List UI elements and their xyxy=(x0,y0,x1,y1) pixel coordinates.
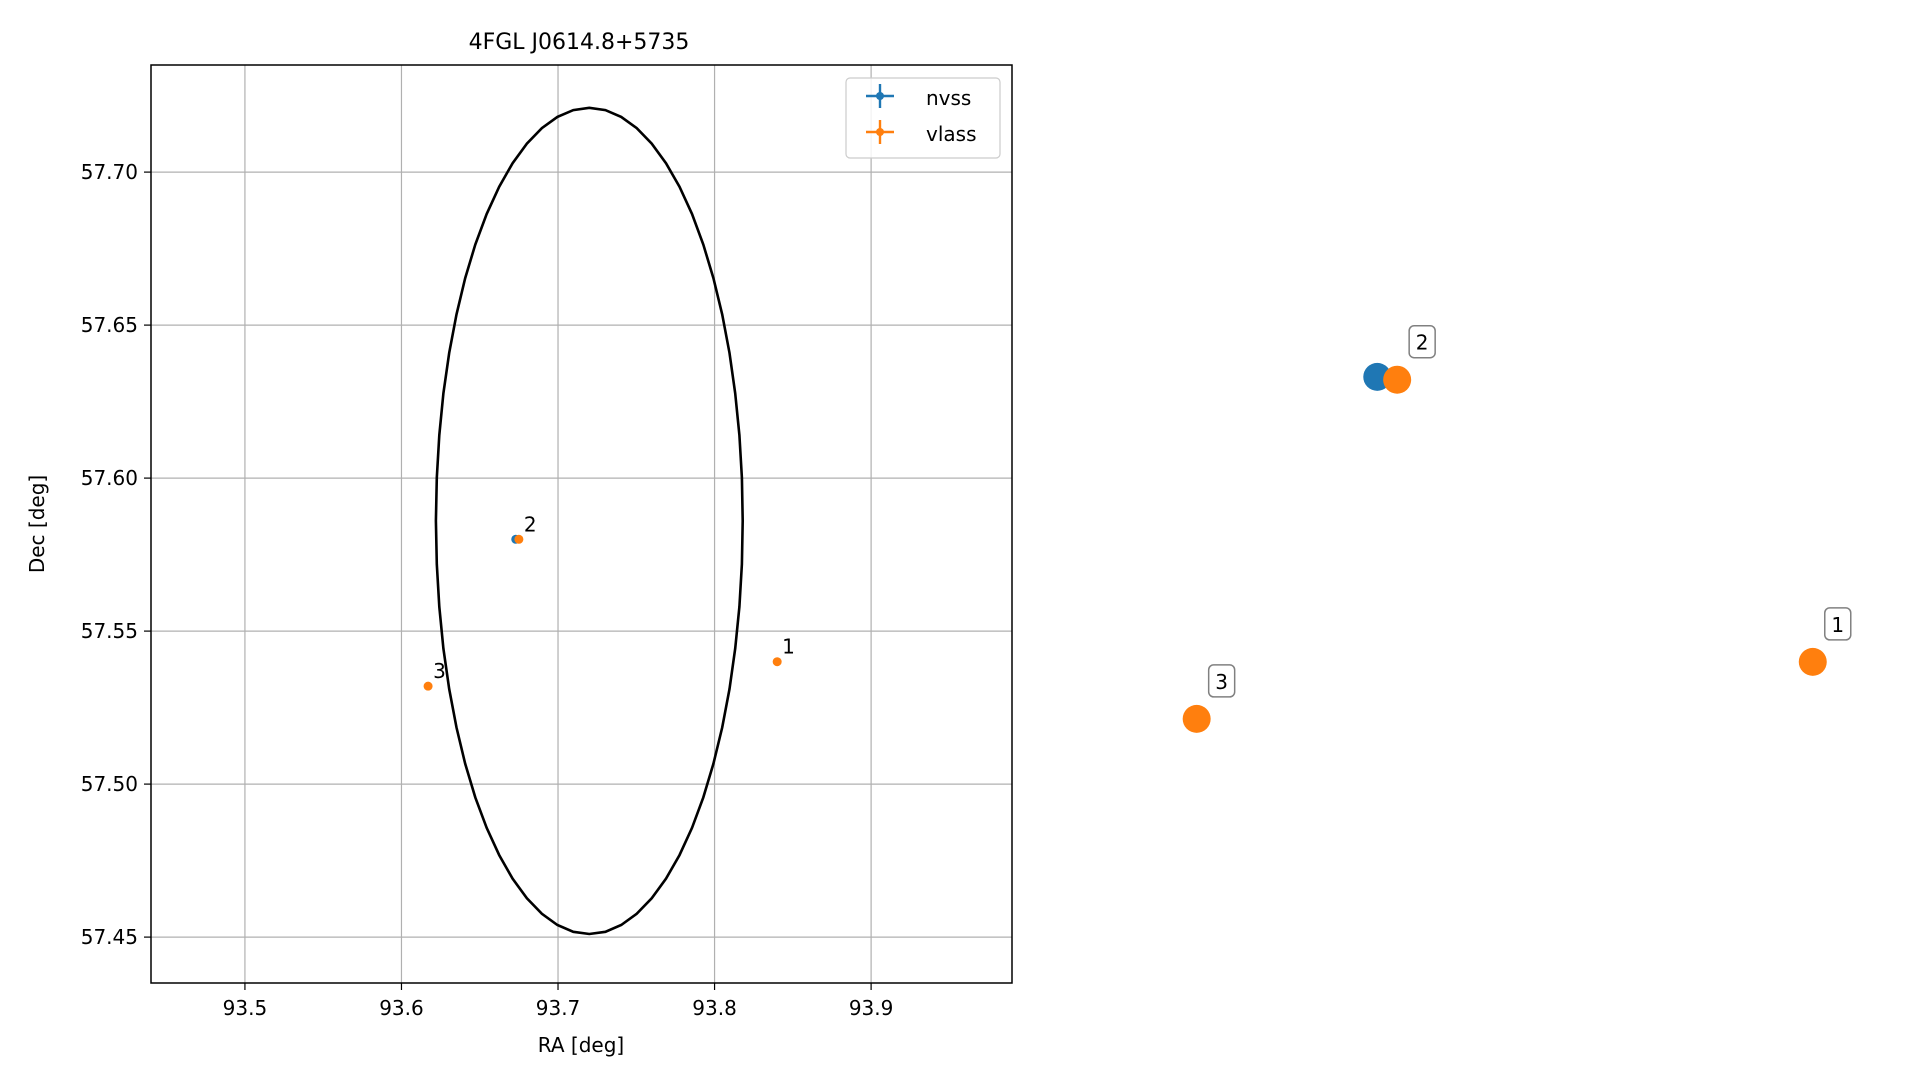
legend: nvss vlass xyxy=(845,77,1001,159)
source-marker-vlass xyxy=(1798,647,1827,676)
y-tick-label: 57.50 xyxy=(81,772,138,796)
chart-title: 4FGL J0614.8+5735 xyxy=(469,30,690,55)
x-axis-label: RA [deg] xyxy=(538,1033,624,1057)
source-marker-vlass xyxy=(1383,365,1412,394)
point-vlass xyxy=(514,534,524,544)
source-label: 2 xyxy=(1416,331,1429,355)
point-labels-right: 1 2 3 xyxy=(1207,324,1852,698)
y-tick-label: 57.60 xyxy=(81,466,138,490)
legend-marker-vlass xyxy=(866,120,894,144)
legend-label-vlass: vlass xyxy=(926,122,977,146)
localization-ellipse xyxy=(434,106,744,936)
source-label-box xyxy=(1824,607,1852,641)
y-tick-label: 57.70 xyxy=(81,160,138,184)
source-label-box xyxy=(1408,324,1436,359)
plot-area-frame xyxy=(150,64,1013,984)
data-points-left xyxy=(423,534,782,691)
point-label: 3 xyxy=(433,659,446,683)
y-axis-label: Dec [deg] xyxy=(25,475,49,573)
y-tick-label: 57.65 xyxy=(81,313,138,337)
legend-box xyxy=(845,77,1001,159)
y-tick-label: 57.45 xyxy=(81,925,138,949)
point-labels-left: 1 2 3 xyxy=(433,512,795,683)
x-tick-label: 93.9 xyxy=(849,996,894,1020)
error-ellipse-layer xyxy=(434,106,744,936)
grid-lines xyxy=(151,65,1012,983)
source-marker-vlass xyxy=(1182,704,1211,733)
source-label: 1 xyxy=(1831,613,1844,637)
data-points-right xyxy=(1182,362,1827,733)
x-tick-label: 93.7 xyxy=(536,996,581,1020)
x-axis-ticks: 93.5 93.6 93.7 93.8 93.9 xyxy=(223,983,894,1020)
legend-entry-nvss: nvss xyxy=(866,84,971,110)
legend-label-nvss: nvss xyxy=(926,86,971,110)
y-tick-label: 57.55 xyxy=(81,619,138,643)
x-tick-label: 93.5 xyxy=(223,996,268,1020)
legend-marker-dot xyxy=(876,128,884,136)
point-label: 2 xyxy=(524,512,537,536)
legend-marker-dot xyxy=(876,92,884,100)
y-axis-ticks: 57.45 57.50 57.55 57.60 57.65 57.70 xyxy=(81,160,151,949)
source-label: 3 xyxy=(1215,670,1228,694)
point-vlass xyxy=(423,681,433,691)
zoomed-source-panel: 1 2 3 xyxy=(1182,324,1852,733)
legend-marker-nvss xyxy=(866,84,894,108)
legend-entry-vlass: vlass xyxy=(866,120,977,146)
point-label: 1 xyxy=(782,635,795,659)
point-vlass xyxy=(772,657,782,667)
source-label-box xyxy=(1207,664,1236,698)
x-tick-label: 93.6 xyxy=(379,996,424,1020)
x-tick-label: 93.8 xyxy=(692,996,737,1020)
